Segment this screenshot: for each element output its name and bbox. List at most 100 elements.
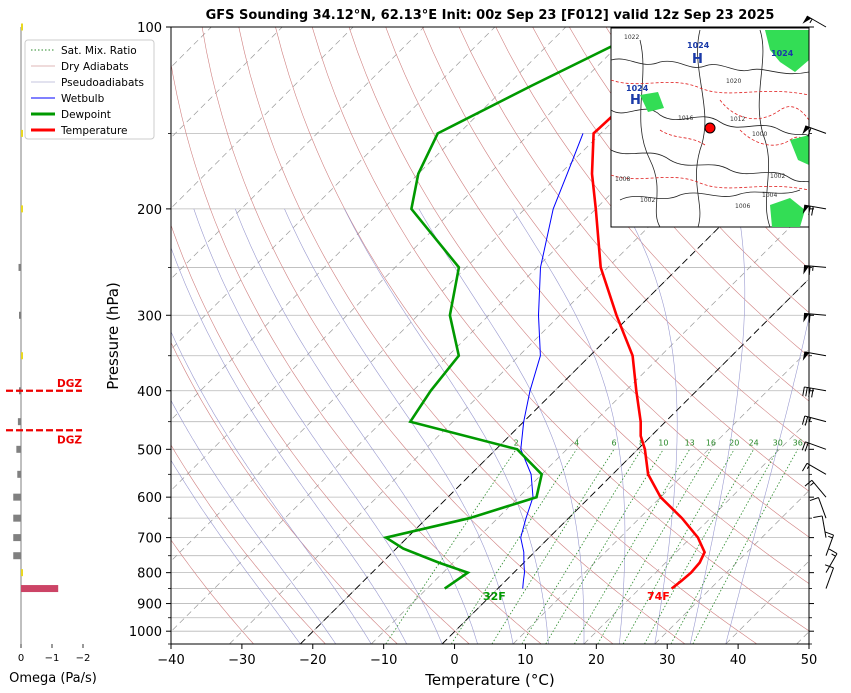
pseudoadiabat xyxy=(171,399,337,644)
dry-adiabat xyxy=(348,27,809,584)
surface-temp-label: 74F xyxy=(647,590,670,603)
chart-title: GFS Sounding 34.12°N, 62.13°E Init: 00z … xyxy=(206,8,775,23)
map-pressure-label: 1020 xyxy=(726,78,741,85)
wind-barb-staff xyxy=(804,351,827,357)
x-tick-label: 50 xyxy=(801,653,818,668)
series-temperature xyxy=(590,27,707,590)
wind-barb-flag xyxy=(802,351,810,361)
pseudoadiabat xyxy=(512,208,626,644)
y-tick-label: 100 xyxy=(137,21,162,36)
plot-frame xyxy=(170,26,810,645)
wind-barb-flag xyxy=(802,125,811,135)
omega-tick-label: 0 xyxy=(18,653,24,664)
x-tick-label: 20 xyxy=(588,653,605,668)
y-tick-label: 600 xyxy=(137,491,162,506)
wind-barb xyxy=(824,531,834,556)
omega-bar xyxy=(21,352,23,360)
legend-label: Temperature xyxy=(60,125,128,137)
legend-label: Wetbulb xyxy=(61,93,105,105)
wind-barb-feather xyxy=(828,548,838,555)
mixing-ratio-label: 13 xyxy=(685,438,695,447)
isotherm-line xyxy=(654,490,809,644)
mixing-ratio-line xyxy=(521,449,642,644)
wind-barb-feather xyxy=(824,531,834,536)
wind-barb-staff xyxy=(825,534,834,556)
wind-barb-feather xyxy=(802,463,808,472)
omega-tick-label: −2 xyxy=(76,653,91,664)
isotherm-line xyxy=(171,27,779,633)
wind-barb xyxy=(804,479,827,498)
map-high-label: H xyxy=(630,93,641,108)
wind-barb xyxy=(802,386,827,398)
omega-bar xyxy=(18,263,21,271)
map-isobars-red xyxy=(611,79,809,191)
map-pressure-label: 1008 xyxy=(615,176,630,183)
x-tick-label: 10 xyxy=(517,653,534,668)
wind-barb-half-feather xyxy=(809,18,813,24)
pseudoadiabat xyxy=(171,246,407,644)
y-tick-label: 800 xyxy=(137,567,162,582)
dry-adiabat xyxy=(171,62,542,644)
map-pressure-label: 1012 xyxy=(730,116,745,123)
wind-barb-feather xyxy=(801,415,806,425)
pseudoadiabat xyxy=(690,208,746,644)
y-axis-ticks: 100 200 300 400 500 600 700 800 900 1000 xyxy=(129,21,814,645)
wind-barb-feather xyxy=(804,442,809,452)
wind-barb-staff xyxy=(811,479,827,498)
omega-bar xyxy=(13,514,21,522)
omega-tick-label: −1 xyxy=(45,653,60,664)
inset-map: H H 1022 1024 1024 1024 1020 1016 1012 1… xyxy=(610,27,810,228)
wind-barb xyxy=(801,441,827,452)
x-axis-label: Temperature (°C) xyxy=(424,671,554,689)
x-tick-label: 0 xyxy=(450,653,458,668)
wind-barb-staff xyxy=(804,386,827,392)
dry-adiabat xyxy=(458,27,809,447)
wind-barb xyxy=(825,548,838,573)
mixing-ratio-label: 2 xyxy=(514,438,519,447)
legend-box xyxy=(24,39,155,140)
legend-label: Sat. Mix. Ratio xyxy=(61,45,137,57)
pseudoadiabat xyxy=(284,208,514,644)
wind-barb-feather xyxy=(811,388,814,398)
mixing-ratio-line xyxy=(622,449,735,644)
wind-barb-feather xyxy=(808,265,811,276)
y-axis-label: Pressure (hPa) xyxy=(104,282,122,390)
wind-barb xyxy=(803,265,827,276)
wind-barb-staff xyxy=(825,553,838,573)
dry-adiabat xyxy=(171,224,470,644)
wind-barb-staff xyxy=(804,312,827,316)
profile-lines xyxy=(382,27,707,590)
y-tick-label: 900 xyxy=(137,598,162,613)
wind-barb-half-feather xyxy=(806,464,810,469)
mixing-ratio-label: 24 xyxy=(749,438,759,447)
dry-adiabat xyxy=(826,27,851,644)
mixing-ratio-label: 36 xyxy=(793,438,803,447)
map-pressure-label: 1016 xyxy=(678,115,693,122)
x-tick-label: 40 xyxy=(730,653,747,668)
mixing-ratio-label: 4 xyxy=(574,438,579,447)
legend-label: Dry Adiabats xyxy=(61,61,129,73)
mixing-ratio-line xyxy=(574,449,691,644)
dry-adiabat xyxy=(238,27,686,644)
map-pressure-label: 1006 xyxy=(735,203,750,210)
map-pressure-label: 1024 xyxy=(771,49,794,58)
pseudoadiabat xyxy=(418,208,585,644)
dry-adiabat xyxy=(171,341,398,644)
omega-bar xyxy=(19,311,21,319)
y-tick-label: 300 xyxy=(137,309,162,324)
wind-barb-staff xyxy=(804,204,827,210)
map-location-marker xyxy=(704,122,716,134)
wind-barb-feather xyxy=(801,441,806,451)
map-pressure-label: 1002 xyxy=(640,197,655,204)
y-tick-label: 200 xyxy=(137,203,162,218)
omega-bar xyxy=(21,585,59,593)
x-axis-ticks: −40 −30 −20 −10 0 10 20 30 40 50 xyxy=(157,644,817,668)
map-pressure-label: 1004 xyxy=(762,192,777,199)
isotherm-line xyxy=(512,348,809,644)
wind-barb-feather xyxy=(824,564,834,569)
wind-barb-feather xyxy=(807,127,812,137)
mixing-ratio-label: 30 xyxy=(773,438,783,447)
mixing-ratio-labels: 2 4 6 8 10 13 16 20 24 30 36 xyxy=(514,438,803,447)
wind-barb-feather xyxy=(808,313,811,323)
